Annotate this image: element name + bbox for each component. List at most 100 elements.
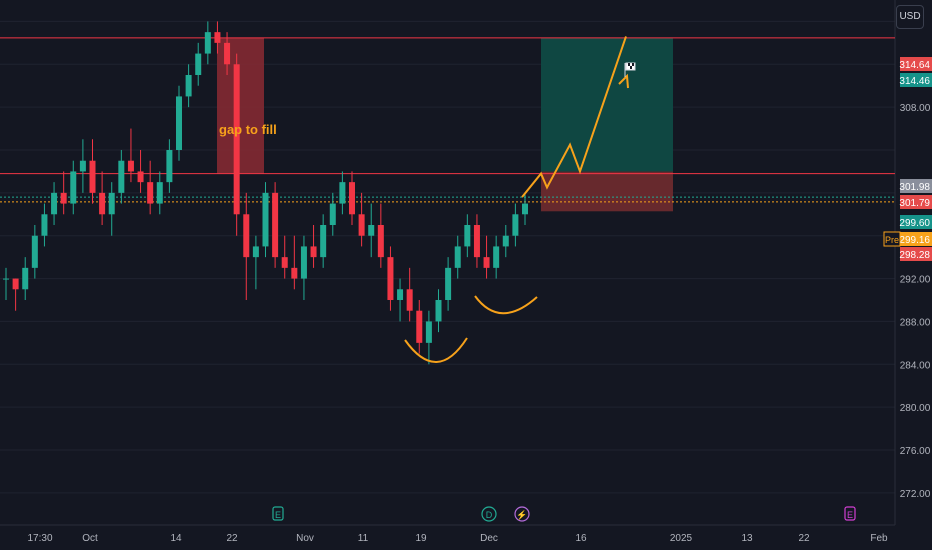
x-tick-label: 13 <box>741 533 753 544</box>
candle <box>349 171 355 225</box>
candle <box>435 289 442 333</box>
candle-body <box>99 192 106 215</box>
candle-body <box>224 42 231 65</box>
price-badge-label: 299.60 <box>899 218 930 229</box>
price-badge: 314.46 <box>899 73 932 87</box>
candle-body <box>31 235 38 268</box>
x-tick-label: 22 <box>226 533 238 544</box>
earnings-icon[interactable]: E <box>844 506 856 521</box>
projection-arrowhead <box>618 73 629 89</box>
svg-text:E: E <box>847 510 853 520</box>
candle-body <box>454 246 461 268</box>
candle <box>195 42 202 86</box>
candle <box>89 139 96 204</box>
candle <box>445 257 452 311</box>
x-tick-label: 22 <box>798 533 810 544</box>
price-badge: 298.28 <box>899 247 932 261</box>
candle <box>464 214 471 258</box>
svg-text:E: E <box>275 510 281 520</box>
candle <box>108 182 115 236</box>
candle <box>137 150 144 193</box>
candle <box>406 267 413 322</box>
price-badge-label: 299.16 <box>899 235 930 246</box>
flag-check <box>630 66 632 69</box>
projection-path <box>521 36 627 198</box>
dividend-icon[interactable]: D <box>481 506 497 522</box>
candle <box>70 160 77 215</box>
price-badge-label: 314.46 <box>899 76 930 87</box>
candle-body <box>416 310 423 343</box>
candle <box>185 64 192 108</box>
candle <box>262 182 269 258</box>
candle <box>31 225 38 279</box>
candle <box>166 139 173 193</box>
y-tick-label: 276.00 <box>900 446 931 457</box>
candle-body <box>70 171 77 204</box>
candle-body <box>281 257 288 268</box>
y-tick-label: 284.00 <box>900 360 931 371</box>
flag-check <box>632 63 634 66</box>
candle-body <box>425 321 432 343</box>
pre-badge-label: Pre <box>885 235 899 245</box>
candle-body <box>252 246 259 258</box>
candle-body <box>166 150 173 183</box>
candle-body <box>368 225 375 236</box>
candle <box>502 225 509 258</box>
candle-body <box>214 32 221 43</box>
x-tick-label: 17:30 <box>27 533 52 544</box>
price-badge-bg <box>900 215 932 229</box>
x-tick-label: 2025 <box>670 533 693 544</box>
x-tick-label: Feb <box>870 533 888 544</box>
candle <box>3 267 9 300</box>
candle <box>416 300 423 354</box>
price-badge-bg <box>900 179 932 193</box>
price-badge-bg <box>900 247 932 261</box>
candle-body <box>41 214 48 236</box>
candle-body <box>320 225 327 258</box>
candle <box>320 214 327 268</box>
candle-body <box>502 235 509 247</box>
y-tick-label: 280.00 <box>900 403 931 414</box>
target-zone <box>541 37 673 172</box>
candle-body <box>137 171 144 183</box>
candle <box>522 192 528 225</box>
candle <box>339 171 346 215</box>
price-badge: 301.98 <box>899 179 932 193</box>
svg-text:D: D <box>486 510 493 520</box>
gap-zone <box>217 37 264 174</box>
candle-body <box>512 214 519 236</box>
y-tick-label: 308.00 <box>900 103 931 114</box>
candle-body <box>233 64 240 215</box>
candle <box>99 171 106 225</box>
candle <box>291 235 298 290</box>
candle-body <box>272 192 279 258</box>
candle <box>147 160 154 215</box>
price-badge-label: 314.64 <box>899 60 930 71</box>
candle <box>60 171 67 215</box>
x-tick-label: Nov <box>296 533 314 544</box>
candle-body <box>243 214 250 258</box>
earnings-icon[interactable]: E <box>272 506 284 521</box>
candle-body <box>108 192 115 215</box>
candle <box>300 235 307 300</box>
candle <box>512 203 519 247</box>
candle <box>454 235 461 279</box>
candle <box>204 21 211 65</box>
pattern-curve-left <box>404 337 468 363</box>
currency-button[interactable]: USD <box>896 5 924 29</box>
candle-body <box>60 192 67 204</box>
candle <box>397 278 404 322</box>
lightning-icon[interactable]: ⚡ <box>514 506 530 522</box>
y-tick-label: 272.00 <box>900 489 931 500</box>
candle-body <box>493 246 500 268</box>
y-tick-label: 288.00 <box>900 317 931 328</box>
candle-body <box>156 182 163 204</box>
price-badge-bg <box>900 195 932 209</box>
x-tick-label: 16 <box>575 533 587 544</box>
x-tick-label: 14 <box>170 533 182 544</box>
candle-body <box>3 278 9 280</box>
price-badge: 314.64 <box>899 57 932 71</box>
